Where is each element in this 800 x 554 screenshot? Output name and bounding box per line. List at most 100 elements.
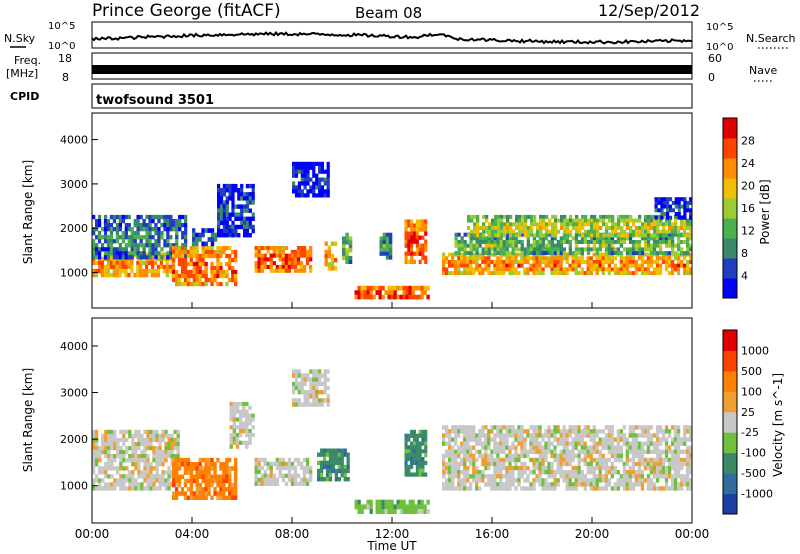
- heatmap-cell: [159, 260, 163, 266]
- heatmap-cell: [360, 509, 364, 514]
- heatmap-cell: [592, 263, 596, 268]
- heatmap-cell: [278, 264, 282, 269]
- heatmap-cell: [116, 482, 120, 487]
- heatmap-cell: [172, 253, 176, 259]
- heatmap-cell: [118, 260, 122, 266]
- heatmap-cell: [506, 222, 510, 227]
- heatmap-cell: [113, 458, 117, 463]
- heatmap-cell: [421, 468, 425, 473]
- heatmap-cell: [278, 469, 282, 475]
- heatmap-cell: [586, 243, 591, 248]
- heatmap-cell: [106, 264, 110, 270]
- heatmap-cell: [667, 240, 672, 244]
- heatmap-cell: [499, 433, 503, 438]
- heatmap-cell: [493, 457, 497, 463]
- heatmap-cell: [201, 269, 205, 275]
- heatmap-cell: [195, 281, 199, 287]
- heatmap-cell: [213, 474, 217, 479]
- heatmap-cell: [686, 470, 690, 475]
- heatmap-cell: [574, 425, 578, 430]
- heatmap-cell: [568, 425, 572, 430]
- heatmap-cell: [607, 429, 611, 434]
- heatmap-cell: [303, 377, 307, 382]
- heatmap-cell: [565, 267, 569, 272]
- heatmap-cell: [556, 457, 560, 463]
- heatmap-cell: [101, 446, 105, 451]
- heatmap-cell: [616, 457, 620, 463]
- heatmap-cell: [315, 193, 319, 198]
- heatmap-cell: [598, 457, 602, 463]
- heatmap-cell: [235, 409, 240, 414]
- heatmap-cell: [541, 449, 545, 454]
- heatmap-cell: [415, 460, 419, 466]
- heatmap-cell: [137, 458, 141, 463]
- heatmap-cell: [655, 470, 660, 475]
- heatmap-cell: [635, 233, 639, 238]
- heatmap-cell: [601, 465, 605, 471]
- heatmap-cell: [613, 247, 618, 252]
- heatmap-cell: [95, 437, 99, 443]
- heatmap-cell: [637, 482, 642, 487]
- heatmap-cell: [92, 231, 96, 236]
- heatmap-cell: [415, 441, 419, 446]
- heatmap-cell: [139, 260, 143, 266]
- heatmap-cell: [328, 464, 333, 470]
- heatmap-cell: [180, 491, 185, 496]
- heatmap-cell: [248, 208, 252, 213]
- heatmap-cell: [172, 482, 176, 488]
- heatmap-cell: [297, 193, 301, 198]
- heatmap-cell: [407, 464, 411, 469]
- heatmap-cell: [532, 461, 536, 467]
- heatmap-cell: [192, 241, 196, 247]
- heatmap-cell: [631, 449, 636, 454]
- heatmap-cell: [309, 369, 313, 374]
- heatmap-cell: [320, 373, 324, 378]
- heatmap-cell: [442, 453, 446, 459]
- heatmap-cell: [312, 377, 316, 382]
- heatmap-cell: [254, 264, 258, 269]
- heatmap-cell: [175, 269, 179, 275]
- heatmap-cell: [300, 165, 304, 170]
- heatmap-cell: [646, 433, 651, 438]
- heatmap-cell: [571, 425, 575, 430]
- heatmap-cell: [225, 466, 229, 471]
- heatmap-cell: [294, 369, 299, 374]
- heatmap-cell: [448, 263, 452, 268]
- heatmap-cell: [442, 486, 446, 491]
- heatmap-cell: [595, 271, 599, 276]
- heatmap-cell: [481, 445, 485, 450]
- heatmap-cell: [631, 243, 636, 248]
- heatmap-cell: [423, 504, 427, 510]
- heatmap-cell: [312, 394, 316, 399]
- heatmap-cell: [508, 486, 512, 491]
- heatmap-cell: [442, 474, 446, 479]
- heatmap-cell: [415, 472, 419, 477]
- heatmap-cell: [589, 465, 593, 471]
- heatmap-cell: [369, 294, 373, 300]
- heatmap-cell: [466, 251, 470, 256]
- heatmap-cell: [631, 474, 636, 479]
- heatmap-cell: [169, 247, 173, 252]
- heatmap-cell: [613, 465, 617, 471]
- heatmap-cell: [643, 449, 648, 454]
- heatmap-cell: [133, 251, 137, 256]
- heatmap-cell: [668, 208, 673, 213]
- heatmap-cell: [496, 236, 500, 241]
- heatmap-cell: [148, 239, 152, 244]
- heatmap-cell: [566, 229, 570, 234]
- heatmap-cell: [689, 453, 693, 459]
- heatmap-cell: [667, 260, 672, 264]
- heatmap-cell: [294, 169, 299, 174]
- heatmap-cell: [545, 222, 549, 227]
- heatmap-cell: [235, 401, 240, 407]
- heatmap-cell: [152, 486, 156, 491]
- heatmap-cell: [167, 478, 171, 483]
- heatmap-cell: [514, 252, 518, 257]
- heatmap-cell: [302, 253, 307, 258]
- heatmap-cell: [116, 470, 120, 475]
- heatmap-cell: [198, 277, 202, 283]
- heatmap-cell: [245, 183, 249, 189]
- heatmap-cell: [601, 457, 605, 463]
- heatmap-cell: [502, 486, 506, 491]
- heatmap-cell: [556, 482, 560, 487]
